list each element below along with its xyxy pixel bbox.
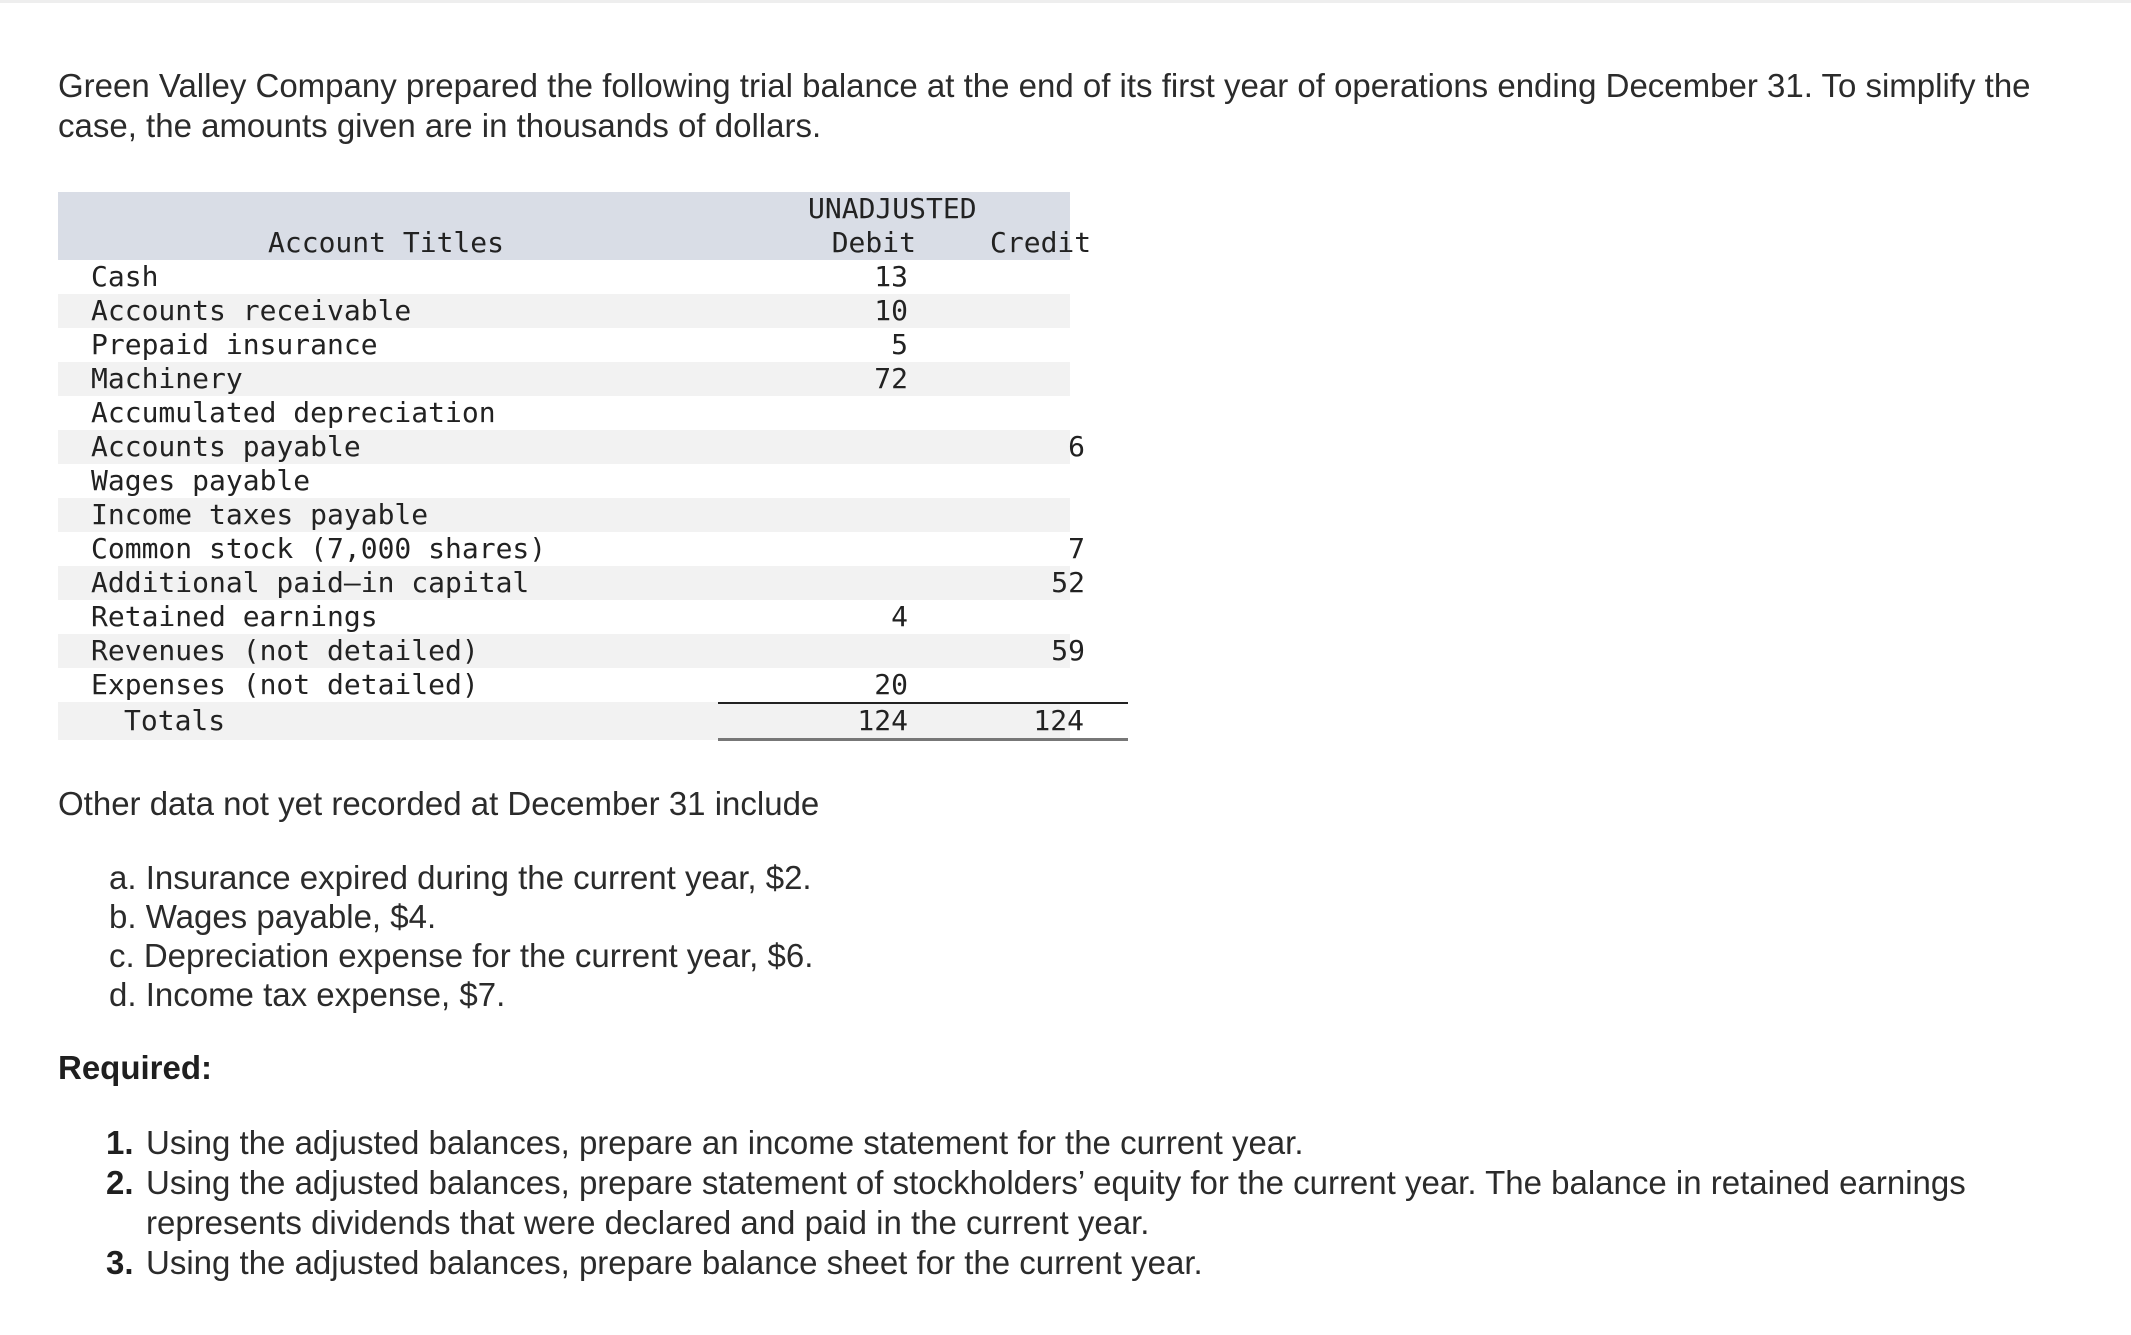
account-title: Accumulated depreciation: [91, 396, 496, 429]
list-item: 1. Using the adjusted balances, prepare …: [106, 1123, 2096, 1163]
debit-value: 5: [891, 328, 908, 361]
total-credit-value: 124: [1033, 704, 1084, 737]
totals-row: Totals 124 124: [58, 702, 1128, 741]
account-title: Machinery: [91, 362, 243, 395]
table-row: Retained earnings 4: [58, 600, 1070, 634]
list-item: 3. Using the adjusted balances, prepare …: [106, 1243, 2096, 1283]
list-item: 2. Using the adjusted balances, prepare …: [106, 1163, 2096, 1243]
credit-value: 52: [1051, 566, 1085, 599]
debit-value: 4: [891, 600, 908, 633]
table-row: Revenues (not detailed) 59: [58, 634, 1085, 668]
problem-intro: Green Valley Company prepared the follow…: [58, 67, 2031, 144]
required-heading: Required:: [58, 1049, 213, 1086]
other-data-heading: Other data not yet recorded at December …: [58, 785, 820, 822]
table-row: Cash 13: [58, 260, 1070, 294]
account-title: Wages payable: [91, 464, 311, 497]
list-item: d. Income tax expense, $7.: [109, 976, 506, 1013]
total-debit-value: 124: [857, 704, 908, 737]
requirement-number: 3.: [106, 1244, 134, 1281]
table-row: Additional paid–in capital 52: [58, 566, 1085, 600]
table-row: Machinery 72: [58, 362, 1070, 396]
table-row: Accounts payable 6: [58, 430, 1085, 464]
debit-header-label: Debit: [831, 226, 916, 259]
requirements-list: 1. Using the adjusted balances, prepare …: [106, 1123, 2096, 1283]
totals-label: Totals: [124, 704, 226, 737]
account-title: Expenses (not detailed): [91, 668, 479, 701]
table-row: Income taxes payable: [58, 498, 1070, 532]
requirement-number: 1.: [106, 1124, 134, 1161]
credit-header: Credit: [918, 226, 1091, 260]
account-title: Common stock (7,000 shares): [91, 532, 547, 565]
credit-header-label: Credit: [990, 226, 1092, 259]
table-row: Accounts receivable 10: [58, 294, 1070, 328]
account-title: Income taxes payable: [91, 498, 429, 531]
adjustments-list: a. Insurance expired during the current …: [109, 858, 813, 1014]
account-title: Accounts payable: [91, 430, 361, 463]
credit-value: 7: [1068, 532, 1085, 565]
table-row: Wages payable: [58, 464, 1070, 498]
debit-value: 72: [874, 362, 908, 395]
trial-balance-table: UNADJUSTED Account Titles Debit Credit C…: [58, 192, 1128, 741]
debit-value: 20: [874, 668, 908, 701]
requirement-text: Using the adjusted balances, prepare bal…: [146, 1244, 1203, 1281]
requirement-text: Using the adjusted balances, prepare sta…: [146, 1164, 1966, 1241]
list-item: c. Depreciation expense for the current …: [109, 937, 814, 974]
credit-value: 59: [1051, 634, 1085, 667]
requirement-number: 2.: [106, 1164, 134, 1201]
account-title: Prepaid insurance: [91, 328, 378, 361]
table-header: UNADJUSTED Account Titles Debit Credit: [58, 192, 1091, 260]
top-divider: [0, 0, 2131, 3]
account-title: Revenues (not detailed): [91, 634, 479, 667]
unadjusted-header: UNADJUSTED: [808, 192, 977, 225]
table-row: Accumulated depreciation: [58, 396, 1070, 430]
list-item: b. Wages payable, $4.: [109, 898, 437, 935]
debit-value: 13: [874, 260, 908, 293]
account-title: Retained earnings: [91, 600, 378, 633]
account-title: Cash: [91, 260, 159, 293]
table-row: Prepaid insurance 5: [58, 328, 1070, 362]
debit-value: 10: [874, 294, 908, 327]
credit-value: 6: [1068, 430, 1085, 463]
total-credit-cell: 124: [914, 702, 1128, 741]
account-title: Additional paid–in capital: [91, 566, 530, 599]
total-debit-cell: 124: [718, 702, 914, 741]
account-title: Accounts receivable: [91, 294, 412, 327]
table-row: Common stock (7,000 shares) 7: [58, 532, 1085, 566]
list-item: a. Insurance expired during the current …: [109, 859, 812, 896]
debit-header: Debit: [716, 226, 916, 260]
table-row: Expenses (not detailed) 20: [58, 668, 1070, 702]
account-titles-header: Account Titles: [268, 226, 505, 259]
requirement-text: Using the adjusted balances, prepare an …: [146, 1124, 1304, 1161]
